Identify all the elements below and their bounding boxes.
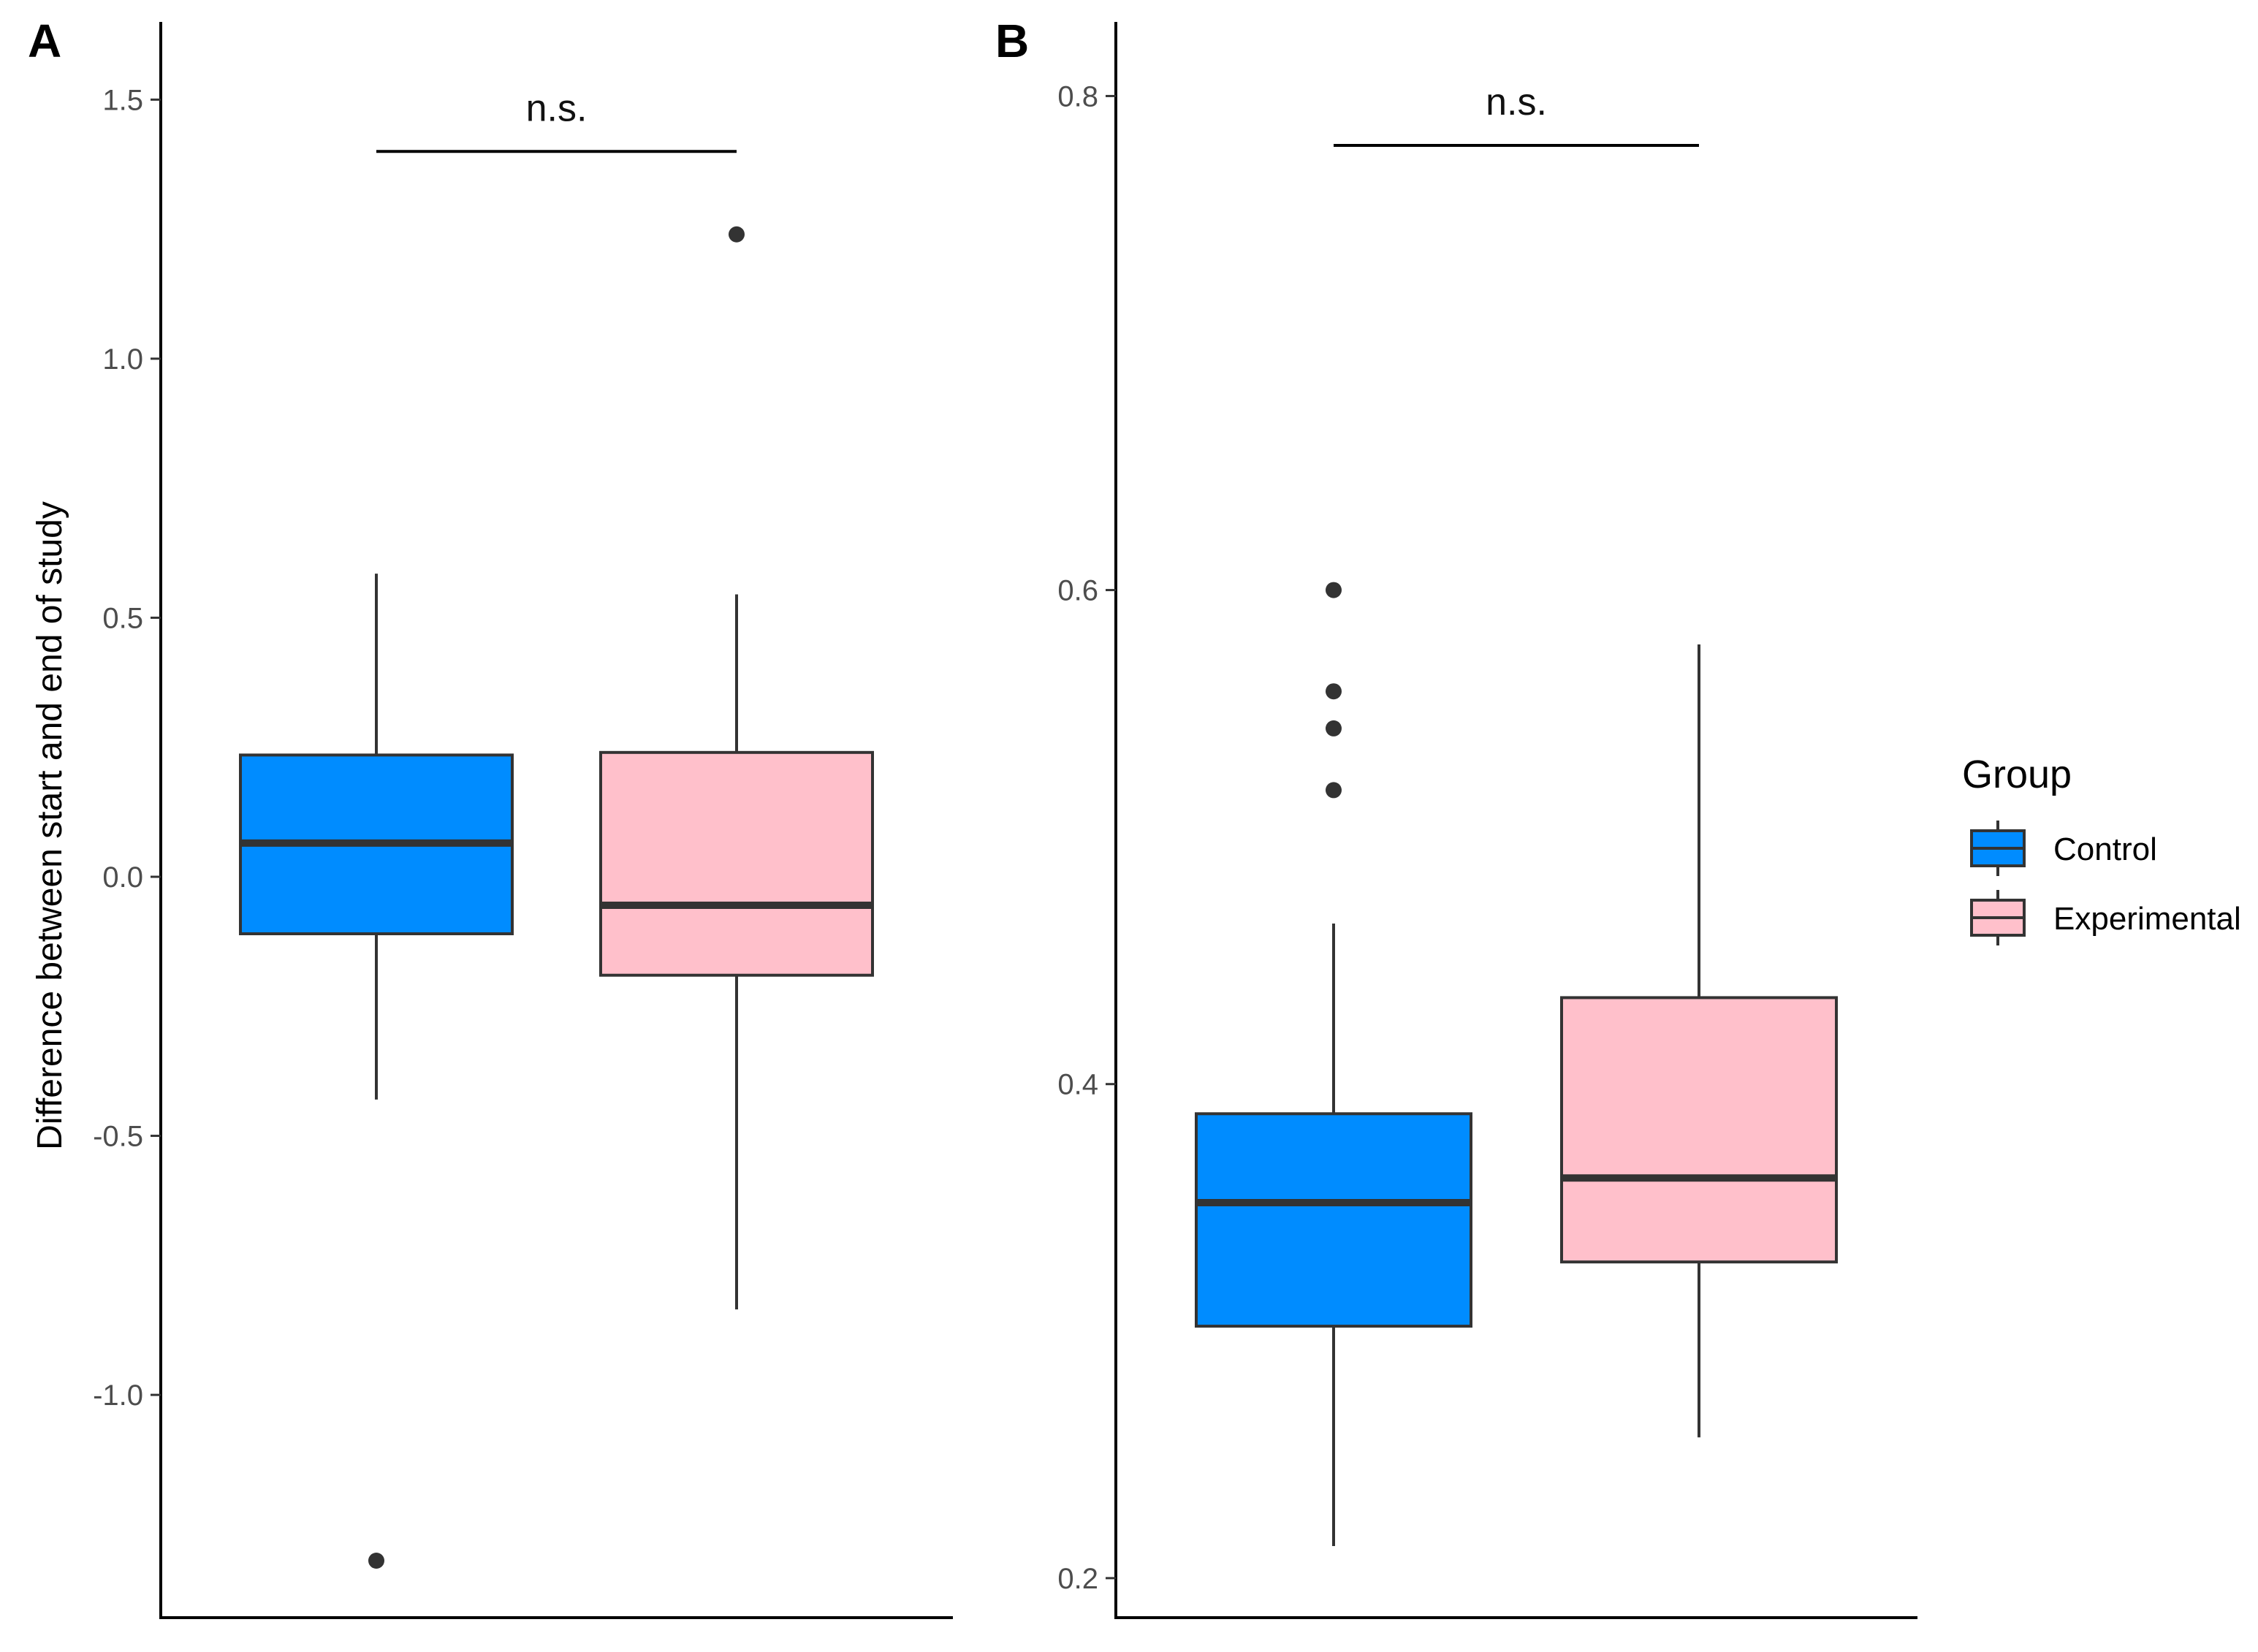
panel-b-control-outlier [1326,782,1342,799]
panel-b-control-outlier [1326,720,1342,736]
panel-b-plot-area: 0.8 0.6 0.4 0.2 n.s. [1057,22,1917,1619]
legend: Group Control Experimental [1962,753,2241,945]
panel-b-label: B [995,15,1029,67]
panel-b-control-outlier [1326,683,1342,700]
panel-a-experimental-outlier [729,226,745,243]
panel-a-y-tick-label: -1.0 [93,1379,143,1412]
panel-a-control-outlier [368,1553,384,1569]
panel-b-y-tick-label: 0.4 [1057,1069,1098,1101]
panel-b-y-tick-label: 0.6 [1057,575,1098,607]
panel-b: B 0.8 0.6 0.4 0.2 n.s. [995,15,1917,1619]
legend-experimental-label: Experimental [2053,901,2241,937]
panel-b-control-outlier [1326,582,1342,598]
panel-b-y-tick-label: 0.2 [1057,1563,1098,1595]
panel-a-y-tick-label: -0.5 [93,1121,143,1153]
panel-b-control-box [1195,1112,1472,1328]
panel-b-experimental-box [1560,996,1838,1264]
panel-a-y-tick-label: 0.5 [102,602,143,634]
panel-a-y-tick-label: 0.0 [102,861,143,894]
legend-title: Group [1962,753,2072,796]
panel-a-plot-area: 1.5 1.0 0.5 0.0 -0.5 -1.0 n.s. [93,22,953,1619]
panel-a-y-tick-label: 1.0 [102,343,143,376]
legend-items: Control Experimental [1970,821,2241,945]
panel-a-significance-label: n.s. [526,87,588,129]
panel-a-experimental-box [599,750,874,977]
panel-a-y-axis-title: Difference between start and end of stud… [31,501,69,1150]
panel-b-y-tick-label: 0.8 [1057,80,1098,113]
panel-a: A Difference between start and end of st… [28,15,953,1619]
panel-b-significance-label: n.s. [1486,81,1547,123]
panel-a-y-tick-label: 1.5 [102,84,143,116]
legend-control-label: Control [2053,831,2157,867]
panel-a-label: A [28,15,61,67]
